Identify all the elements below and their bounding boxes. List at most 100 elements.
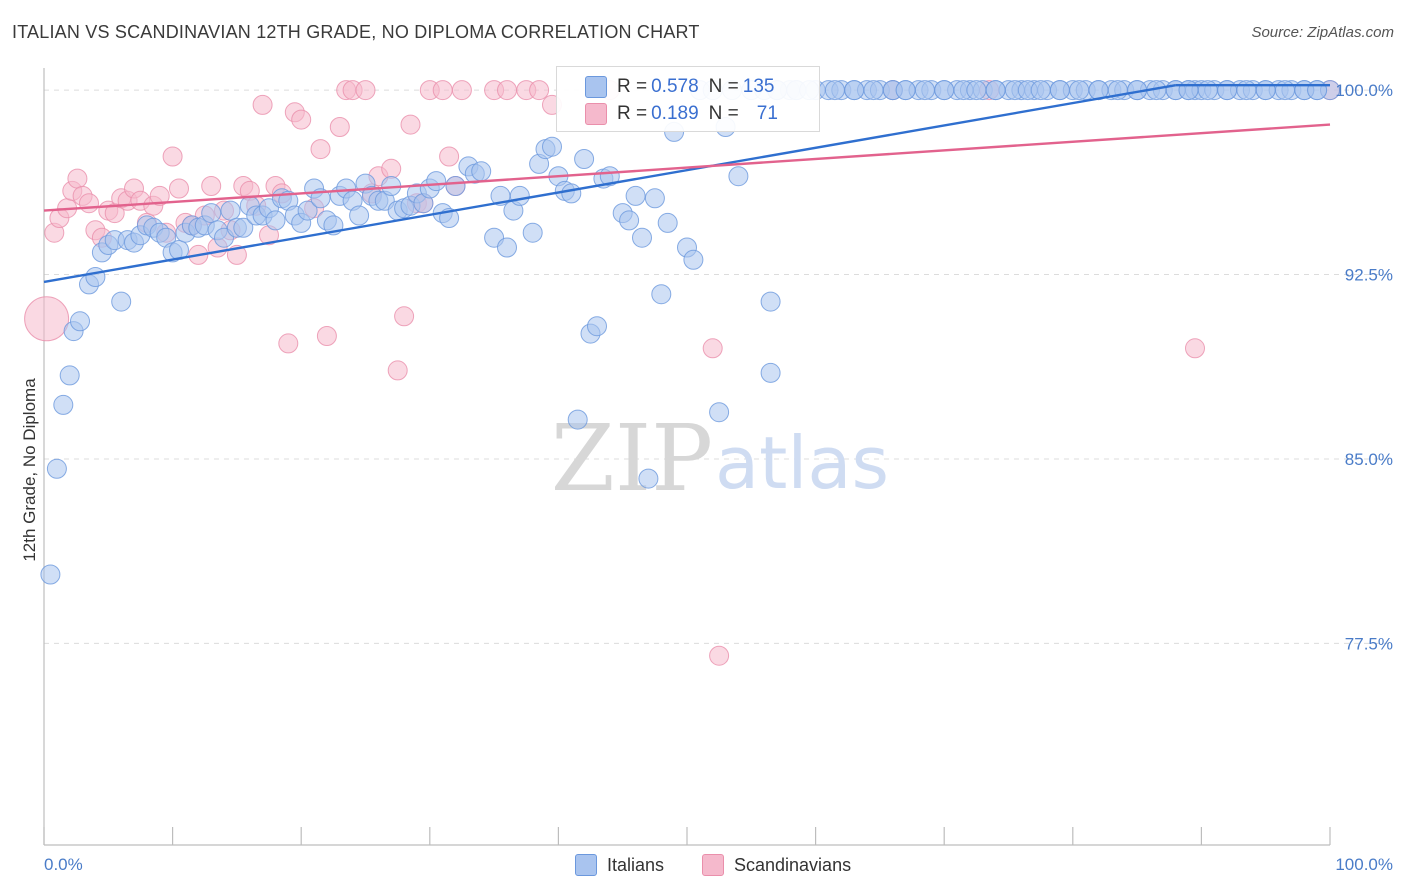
italians-point <box>657 212 678 233</box>
scandinavians-point <box>201 176 222 196</box>
y-tick-label: 77.5% <box>1345 634 1393 653</box>
italians-swatch <box>585 76 607 98</box>
italians-point <box>632 227 652 248</box>
scandinavians-point <box>67 168 88 189</box>
x-tick-label: 100.0% <box>1335 855 1393 874</box>
italians-point <box>709 402 730 423</box>
scandinavians-point <box>310 139 331 160</box>
bottom-legend-italians: Italians <box>575 852 664 878</box>
scandinavians-point <box>529 80 550 101</box>
legend-row-scandinavians: R = 0.189 N = 71 <box>585 101 788 127</box>
italians-point <box>349 205 370 226</box>
italians-point <box>53 394 74 415</box>
scandinavians-point <box>400 114 421 135</box>
bottom-legend-scandinavians: Scandinavians <box>702 852 851 878</box>
scandinavians-point <box>702 338 723 359</box>
italians-trend-line <box>43 84 1176 284</box>
scandinavians-point <box>432 80 453 101</box>
italians-point <box>40 564 61 585</box>
italians-point <box>651 284 672 305</box>
scandinavians-swatch <box>702 854 724 876</box>
italians-point <box>934 80 955 101</box>
italians-point <box>760 291 781 312</box>
y-tick-label: 92.5% <box>1345 266 1393 285</box>
italians-point <box>265 210 286 231</box>
y-tick-label: 100.0% <box>1335 81 1393 100</box>
scandinavians-point <box>497 80 517 101</box>
scandinavians-point <box>252 94 273 115</box>
italians-point <box>1178 80 1199 101</box>
italians-point <box>1030 80 1051 101</box>
italians-point <box>914 80 935 101</box>
italians-point <box>59 365 80 386</box>
watermark: ZIP atlas <box>551 405 889 512</box>
italians-swatch <box>575 854 597 876</box>
scandinavians-point <box>24 296 70 342</box>
italians-point <box>760 362 781 383</box>
y-axis-label: 12th Grade, No Diploma <box>20 378 39 562</box>
italians-point <box>985 80 1006 101</box>
legend-r-value: 0.189 <box>651 103 699 124</box>
italians-point <box>471 161 492 182</box>
italians-point <box>85 267 106 287</box>
italians-point <box>1217 80 1238 101</box>
scandinavians-swatch <box>585 103 607 125</box>
scandinavians-point <box>149 185 170 206</box>
italians-point <box>522 222 543 243</box>
italians-point <box>1197 80 1218 101</box>
chart-source: Source: ZipAtlas.com <box>1251 24 1394 41</box>
legend-n-value: 135 <box>742 76 775 97</box>
bottom-legend-scandinavians-label: Scandinavians <box>734 854 852 875</box>
scandinavians-point <box>439 146 460 167</box>
legend-n-value: 71 <box>756 103 778 124</box>
trend-lines <box>43 84 1331 284</box>
scandinavians-point <box>329 117 350 137</box>
italians-point <box>46 458 67 479</box>
italians-point <box>619 210 640 231</box>
italians-point <box>445 176 466 196</box>
italians-point <box>587 316 607 337</box>
italians-point <box>542 136 562 157</box>
legend-n-label: N = <box>708 76 739 97</box>
scandinavians-point <box>291 109 312 130</box>
scandinavians-trend-line <box>43 123 1331 212</box>
italians-point <box>233 217 254 238</box>
scandinavians-point <box>355 80 376 101</box>
legend-r-label: R = <box>617 103 648 124</box>
italians-point <box>863 80 884 101</box>
scandinavians-point <box>387 360 408 381</box>
italians-point <box>574 149 595 169</box>
italians-point <box>201 203 222 224</box>
italians-point <box>426 171 447 192</box>
stats-legend: R = 0.578 N = 135 R = 0.189 N = 71 <box>556 66 820 132</box>
watermark-atlas: atlas <box>715 421 889 505</box>
axes <box>43 68 1331 846</box>
italians-point <box>297 200 318 221</box>
bottom-legend-italians-label: Italians <box>607 854 665 875</box>
tick-labels: 100.0% 92.5% 85.0% 77.5% 0.0% 100.0% <box>44 81 1393 874</box>
scandinavians-point <box>394 306 415 327</box>
italians-point <box>728 166 749 187</box>
italians-point <box>966 80 987 101</box>
gridlines <box>44 89 1392 644</box>
scandinavians-point <box>1185 338 1205 359</box>
y-tick-label: 85.0% <box>1345 450 1393 469</box>
italians-point <box>567 409 588 430</box>
italians-point <box>644 188 665 209</box>
italians-point <box>844 80 865 101</box>
italians-point <box>509 185 530 206</box>
scandinavians-point <box>162 146 183 167</box>
scandinavians-point <box>709 645 730 666</box>
legend-r-value: 0.578 <box>651 76 699 97</box>
italians-point <box>1275 80 1295 101</box>
legend-n-label: N = <box>708 103 739 124</box>
italians-point <box>561 183 582 204</box>
legend-row-italians: R = 0.578 N = 135 <box>585 74 784 100</box>
italians-point <box>625 185 646 206</box>
scandinavians-point <box>278 333 299 354</box>
italians-point <box>70 311 90 332</box>
x-tick-label: 0.0% <box>44 855 83 874</box>
italians-point <box>683 249 704 270</box>
legend-r-label: R = <box>617 76 648 97</box>
